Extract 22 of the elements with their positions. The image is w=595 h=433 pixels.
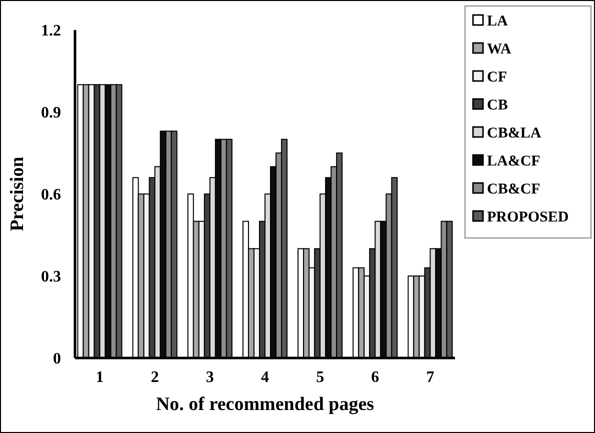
x-tick-label: 2	[150, 369, 159, 386]
y-tick-label: 1.2	[41, 22, 61, 40]
y-tick-label: 0.6	[41, 186, 61, 204]
legend-label: CB&LA	[487, 125, 542, 142]
legend-label: CF	[487, 69, 507, 86]
legend-label: LA	[487, 13, 508, 30]
y-tick-label: 0	[53, 350, 61, 368]
legend-label: CB	[487, 97, 508, 114]
legend-label: PROPOSED	[487, 209, 569, 226]
y-tick-label: 0.3	[41, 268, 61, 286]
x-tick-label: 3	[206, 369, 214, 386]
x-tick-label: 7	[426, 369, 434, 386]
legend-label: LA&CF	[487, 153, 540, 170]
x-tick-label: 1	[96, 369, 104, 386]
y-tick-label: 0.9	[41, 104, 61, 122]
x-tick-label: 6	[371, 369, 380, 386]
x-tick-label: 4	[261, 369, 269, 386]
y-axis-title: Precision	[7, 156, 28, 232]
legend-label: WA	[487, 41, 512, 58]
legend-label: CB&CF	[487, 181, 540, 198]
x-tick-label: 5	[316, 369, 324, 386]
x-axis-title: No. of recommended pages	[156, 394, 374, 415]
